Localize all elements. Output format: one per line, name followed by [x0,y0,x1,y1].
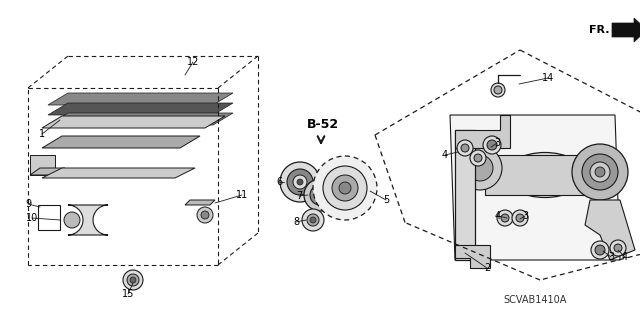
Circle shape [614,244,622,252]
Polygon shape [612,18,640,42]
Polygon shape [455,130,475,260]
Circle shape [494,86,502,94]
Text: 3: 3 [608,252,614,262]
Text: 4: 4 [622,252,628,262]
Circle shape [595,167,605,177]
Polygon shape [48,113,233,125]
Circle shape [582,154,618,190]
Circle shape [595,245,605,255]
Polygon shape [48,103,233,115]
Circle shape [293,175,307,189]
Circle shape [123,270,143,290]
Circle shape [591,241,609,259]
Text: 10: 10 [26,213,38,223]
Polygon shape [42,168,195,178]
Circle shape [590,162,610,182]
Circle shape [467,155,493,181]
Polygon shape [455,245,490,268]
Text: 4: 4 [495,211,501,221]
Text: 9: 9 [25,199,31,209]
Circle shape [483,136,501,154]
Circle shape [457,140,473,156]
Text: 6: 6 [276,177,282,187]
Circle shape [64,212,80,228]
Polygon shape [68,205,108,235]
Polygon shape [585,200,635,260]
Circle shape [302,209,324,231]
Circle shape [201,211,209,219]
Polygon shape [30,168,65,175]
Text: FR.: FR. [589,25,609,35]
Circle shape [304,179,336,211]
Text: 8: 8 [293,217,299,227]
Circle shape [313,156,377,220]
Circle shape [130,277,136,283]
Circle shape [315,190,325,200]
Text: 3: 3 [522,211,528,221]
Circle shape [323,166,367,210]
Circle shape [461,144,469,152]
Polygon shape [185,200,215,205]
Circle shape [497,210,513,226]
Polygon shape [485,155,605,195]
Polygon shape [48,93,233,105]
Text: 5: 5 [383,195,389,205]
Polygon shape [450,115,620,260]
Text: 11: 11 [236,190,248,200]
Text: 2: 2 [484,263,490,273]
Circle shape [491,83,505,97]
Circle shape [610,240,626,256]
Circle shape [310,185,330,205]
Circle shape [501,214,509,222]
Circle shape [572,144,628,200]
Ellipse shape [505,152,585,197]
Polygon shape [30,155,55,175]
Circle shape [339,182,351,194]
Text: 1: 1 [39,129,45,139]
Text: 3: 3 [494,138,500,148]
Circle shape [197,207,213,223]
Circle shape [307,214,319,226]
Circle shape [474,154,482,162]
Text: 14: 14 [542,73,554,83]
Circle shape [287,169,313,195]
Ellipse shape [515,159,575,191]
Polygon shape [42,136,200,148]
Circle shape [332,175,358,201]
Circle shape [280,162,320,202]
Text: 12: 12 [187,57,199,67]
Text: B-52: B-52 [307,118,339,131]
Text: SCVAB1410A: SCVAB1410A [503,295,566,305]
Circle shape [458,146,502,190]
Circle shape [297,179,303,185]
Text: 7: 7 [296,191,302,201]
Circle shape [310,217,316,223]
Circle shape [516,214,524,222]
Polygon shape [42,116,225,128]
Polygon shape [455,115,510,148]
Text: 15: 15 [122,289,134,299]
Circle shape [127,274,139,286]
Circle shape [487,140,497,150]
Circle shape [470,150,486,166]
Text: 4: 4 [442,150,448,160]
Circle shape [512,210,528,226]
